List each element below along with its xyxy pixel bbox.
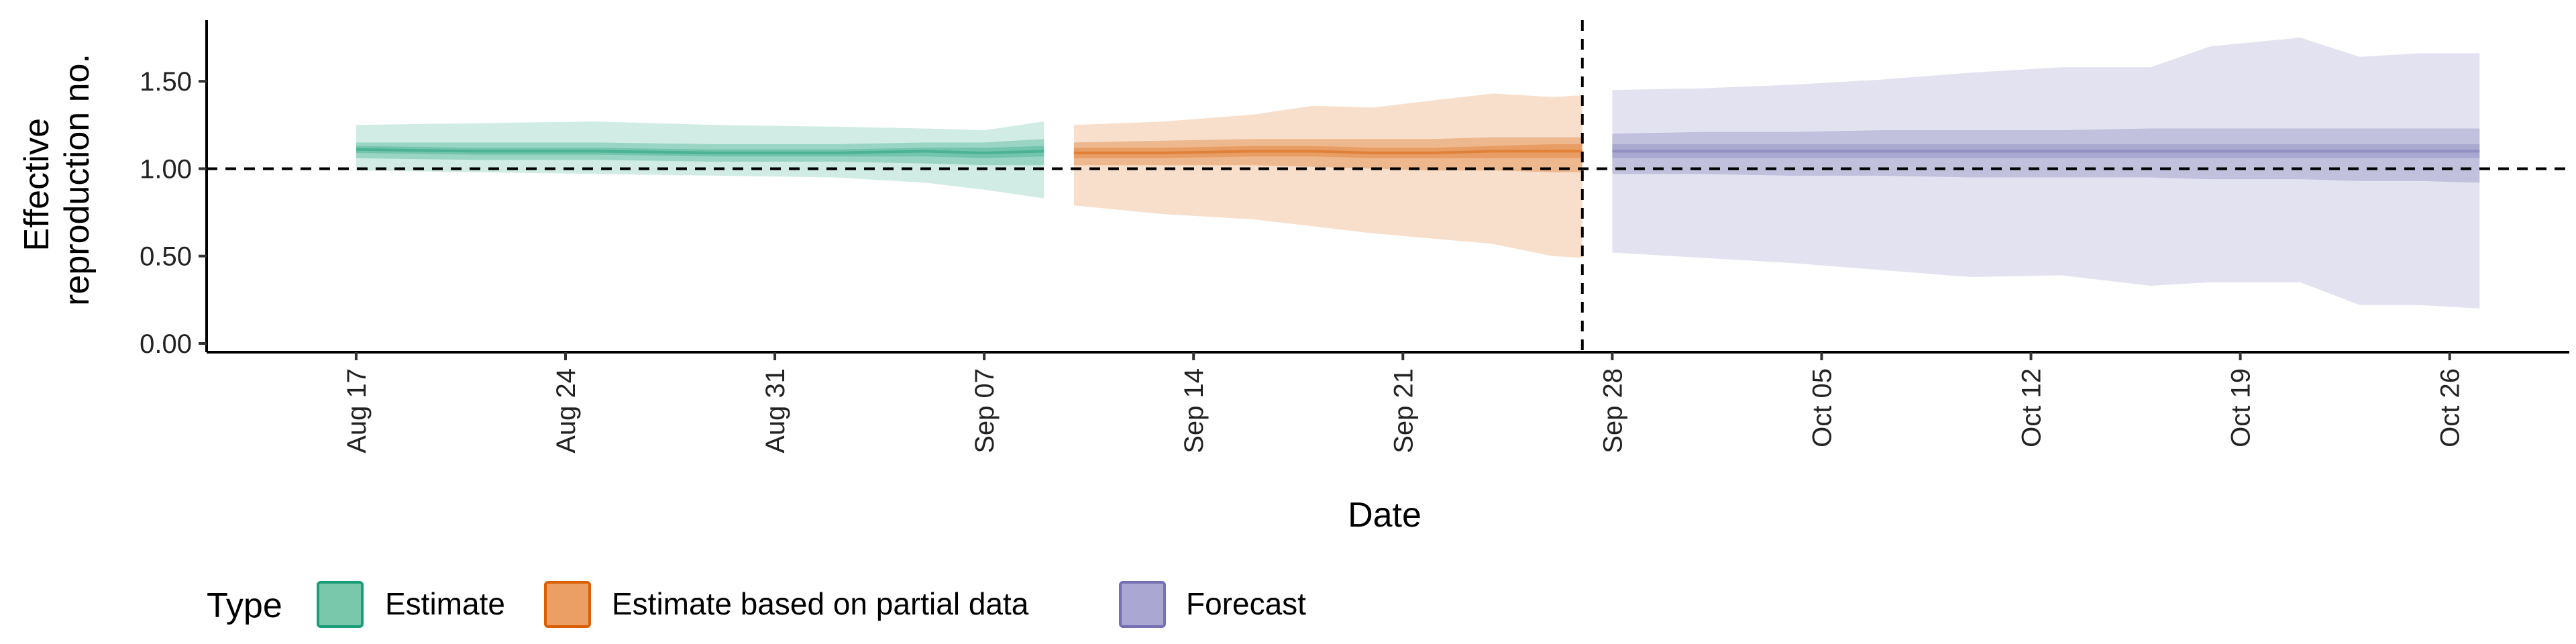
legend-item-estimate: Estimate (317, 581, 505, 628)
series-estimate (356, 121, 1044, 199)
y-tick-label: 0.50 (140, 242, 192, 272)
ribbon-90-estimate (356, 121, 1044, 199)
x-tick-label: Oct 12 (2017, 368, 2047, 447)
x-tick-label: Sep 21 (1389, 368, 1418, 453)
legend-swatch-partial (544, 581, 591, 628)
y-axis-title-line-2: reproduction no. (58, 54, 97, 306)
x-tick-label: Sep 07 (970, 368, 1000, 453)
x-tick-label: Sep 14 (1179, 368, 1209, 453)
legend-title: Type (207, 586, 282, 625)
y-tick-label: 1.50 (140, 67, 192, 97)
x-tick-label: Aug 24 (551, 368, 581, 453)
median-line-estimate (356, 148, 1044, 155)
x-tick-label: Oct 19 (2226, 368, 2256, 447)
x-tick-label: Aug 17 (342, 368, 372, 453)
ribbon-90-forecast (1612, 38, 2480, 309)
legend: Type Estimate Estimate based on partial … (207, 581, 1306, 628)
y-tick-label: 1.00 (140, 154, 192, 184)
series-estimate-based-on-partial-data (1073, 93, 1582, 258)
x-tick-label: Aug 31 (761, 368, 790, 453)
ribbon-50-estimate-based-on-partial-data (1073, 137, 1582, 172)
y-axis-title: Effective reproduction no. (17, 54, 97, 306)
y-axis-title-line-1: Effective (17, 118, 56, 251)
ribbon-50-estimate (356, 139, 1044, 166)
axes-layer (205, 20, 2569, 354)
legend-item-partial: Estimate based on partial data (544, 581, 1029, 628)
ribbon-20-forecast (1612, 144, 2480, 158)
ribbon-90-estimate-based-on-partial-data (1073, 93, 1582, 258)
x-tick-label: Oct 05 (1807, 368, 1837, 447)
x-tick-label: Sep 28 (1598, 368, 1627, 453)
legend-label-estimate: Estimate (385, 586, 505, 621)
y-tick-group: 0.00 0.50 1.00 1.50 (140, 67, 207, 359)
legend-swatch-forecast (1119, 581, 1166, 628)
legend-item-forecast: Forecast (1119, 581, 1306, 628)
y-tick-label: 0.00 (140, 329, 192, 359)
median-line-estimate-based-on-partial-data (1073, 150, 1582, 154)
ribbon-20-estimate (356, 146, 1044, 158)
ribbon-layer (356, 38, 2480, 309)
x-axis-title: Date (1348, 496, 1421, 535)
series-forecast (1612, 38, 2480, 309)
x-tick-label: Oct 26 (2436, 368, 2465, 447)
x-tick-group: Aug 17 Aug 24 Aug 31 Sep 07 Sep 14 Sep 21 Sep … (342, 352, 2465, 453)
legend-label-partial: Estimate based on partial data (612, 586, 1029, 621)
legend-label-forecast: Forecast (1186, 586, 1306, 621)
legend-swatch-estimate (317, 581, 364, 628)
ribbon-20-estimate-based-on-partial-data (1073, 144, 1582, 158)
